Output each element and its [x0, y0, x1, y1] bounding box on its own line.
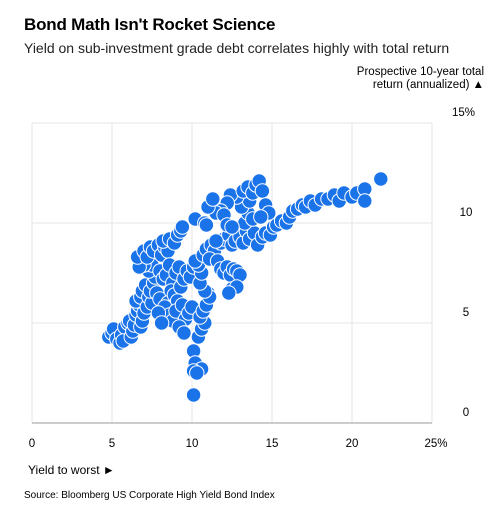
y-tick-label: 5	[463, 307, 469, 319]
y-tick-label: 15%	[452, 107, 475, 119]
x-tick-label: 15	[266, 438, 279, 450]
data-point	[174, 219, 191, 235]
x-tick-label: 0	[29, 438, 35, 450]
x-axis-label: Yield to worst ►	[28, 463, 115, 477]
x-tick-label: 10	[186, 438, 199, 450]
x-tick-label: 20	[346, 438, 359, 450]
data-point	[253, 209, 269, 225]
scatter-points	[101, 171, 389, 403]
data-point	[254, 183, 271, 199]
data-point	[176, 325, 192, 341]
chart-subtitle: Yield on sub-investment grade debt corre…	[24, 40, 450, 56]
grid-lines	[31, 122, 433, 424]
source-note: Source: Bloomberg US Corporate High Yiel…	[24, 490, 275, 501]
data-point	[357, 193, 373, 209]
data-point	[208, 233, 224, 249]
data-point	[224, 219, 240, 235]
data-point	[205, 191, 221, 207]
x-axis-ticks: 0 5 10 15 20 25%	[29, 438, 448, 450]
data-point	[221, 285, 237, 301]
data-point	[185, 387, 202, 403]
data-point	[189, 365, 205, 381]
chart-title: Bond Math Isn't Rocket Science	[24, 15, 276, 34]
data-point	[373, 171, 389, 187]
y-tick-label: 0	[463, 407, 469, 419]
x-tick-label: 5	[109, 438, 115, 450]
data-point	[198, 217, 215, 233]
x-tick-label: 25%	[424, 438, 447, 450]
data-point	[153, 315, 170, 331]
y-axis-label: Prospective 10-year total return (annual…	[356, 66, 484, 91]
y-tick-label: 10	[460, 207, 473, 219]
y-axis-ticks: 0 5 10 15%	[452, 107, 475, 419]
